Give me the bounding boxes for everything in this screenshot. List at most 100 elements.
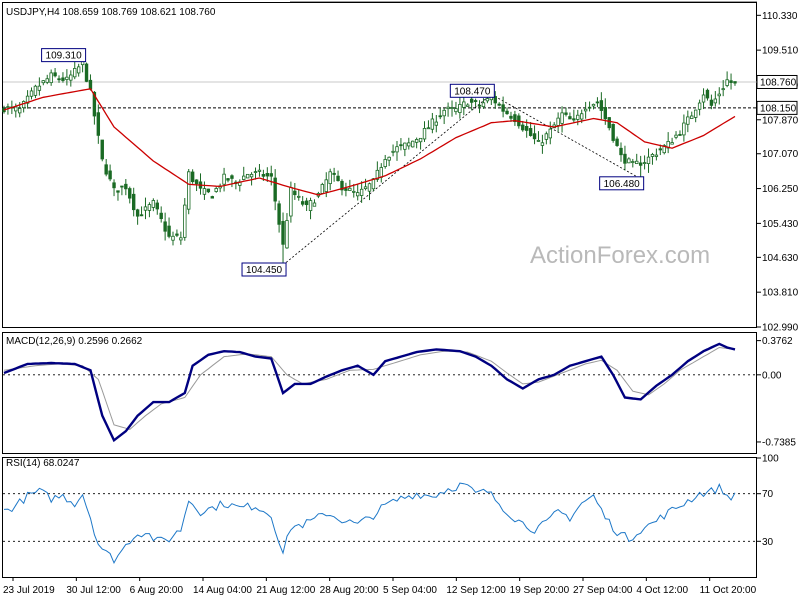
candle-body [418,137,423,143]
candle-body [556,117,560,126]
candle-body [61,77,65,81]
macd-signal-line [3,346,736,430]
candle-body [277,203,281,225]
candle-body [587,106,592,109]
price-trend-lines [282,93,641,266]
candle-body [591,103,596,107]
candle-body [403,142,407,150]
candle-body [544,133,549,140]
candle-body [666,140,670,149]
candle-body [595,101,600,104]
candle-body [477,104,482,107]
candle-body [289,187,293,217]
candle-body [120,185,124,188]
candle-body [155,202,159,210]
macd-axis: 0.3762 0.00 -0.7385 [3,336,796,448]
candle-body [116,190,120,193]
macd-label: MACD(12,26,9) 0.2596 0.2662 [6,336,143,347]
annotation-label: 104.450 [246,265,283,276]
candle-body [682,122,686,136]
price-title: USDJPY,H4 108.659 108.769 108.621 108.76… [6,7,216,18]
candle-body [348,187,352,191]
candle-body [635,160,639,165]
candle-body [265,173,270,177]
candle-body [33,85,38,96]
annotation-label: 108.470 [454,86,491,97]
candle-body [194,179,199,185]
rsi-label: RSI(14) 68.0247 [6,458,80,469]
candle-body [367,183,372,192]
candle-body [532,133,537,140]
candle-body [407,142,411,147]
price-tag-label: 108.150 [760,103,797,114]
candle-body [650,153,655,157]
candle-body [387,156,391,161]
candle-body [690,115,694,119]
candle-body [395,146,399,153]
candle-body [41,80,45,84]
time-axis: 23 Jul 2019 30 Jul 12:00 6 Aug 20:00 14 Aug… [3,577,757,596]
candle-body [399,144,403,147]
candle-body [73,68,77,78]
macd-tick-label: -0.7385 [762,437,796,448]
annotation-box [599,176,645,191]
candle-body [143,206,148,211]
candle-body [426,127,431,130]
candle-body [163,221,167,232]
price-tag-box [756,100,798,115]
candle-body [167,225,171,237]
candle-body [53,72,57,77]
candle-body [249,173,254,178]
candle-body [627,158,631,164]
time-tick-label: 6 Aug 20:00 [130,585,184,596]
candle-body [300,201,305,205]
candle-body [458,103,462,113]
rsi-panel: RSI(14) 68.0247 100 70 30 [2,454,779,578]
candle-body [147,204,152,211]
price-tick-label: 107.870 [762,115,799,126]
candle-body [92,91,97,117]
candle-body [509,115,513,119]
trend-line [282,93,492,266]
time-tick-label: 19 Sep 20:00 [510,585,570,596]
candle-body [383,159,387,167]
candle-body [139,214,144,217]
time-tick-label: 21 Aug 12:00 [256,585,315,596]
candle-body [6,106,10,109]
candle-body [69,74,73,81]
candle-body [658,148,663,151]
candle-body [253,171,258,173]
candle-body [505,110,509,115]
candle-body [481,102,486,108]
candle-body [733,81,737,84]
candle-body [654,154,659,157]
candle-body [670,142,674,145]
candle-body [183,204,187,238]
price-tick-label: 106.250 [762,184,799,195]
candle-body [705,89,710,99]
candle-body [57,78,61,81]
candle-body [717,93,721,97]
candle-body [513,114,517,123]
candle-body [674,134,678,138]
candle-body [336,175,340,182]
candle-body [257,169,262,172]
time-tick-label: 11 Oct 20:00 [700,585,757,596]
candle-body [709,99,714,106]
candle-body [450,107,454,109]
time-tick-label: 23 Jul 2019 [3,585,55,596]
candle-body [521,124,525,131]
candle-body [96,112,101,136]
candle-body [501,104,505,112]
candle-body [560,112,564,124]
candle-body [308,200,313,212]
candle-body [536,140,541,142]
candle-body [540,142,545,146]
candle-body [242,175,246,180]
candle-body [466,104,470,107]
candle-body [84,63,89,82]
candle-body [693,109,698,118]
price-tag-label: 108.760 [760,77,797,88]
